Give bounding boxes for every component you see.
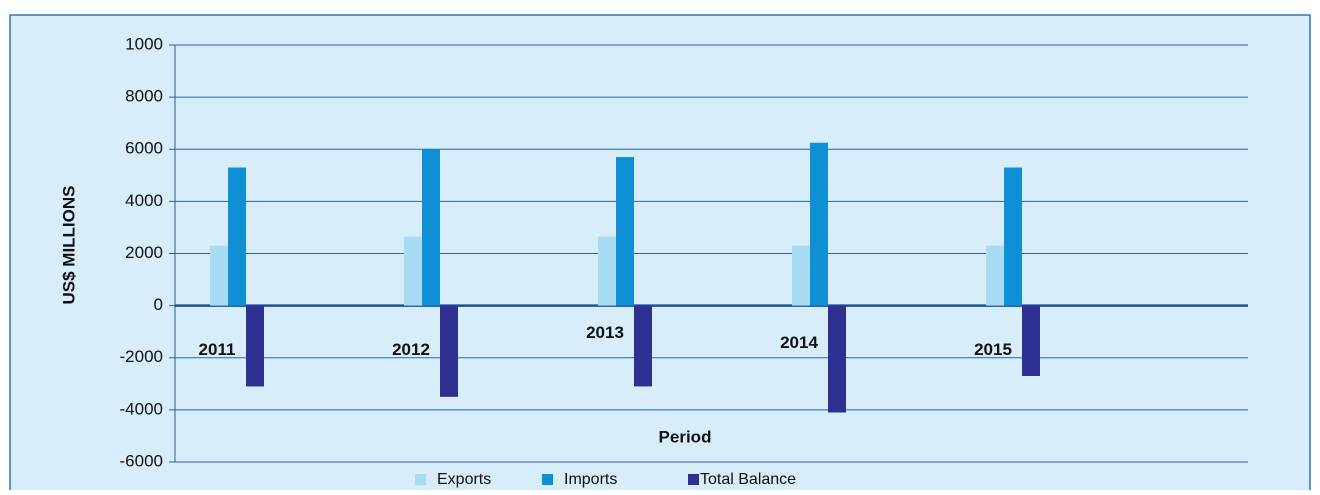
bar (1004, 167, 1022, 306)
legend-label: Exports (437, 471, 491, 488)
y-tick-label: 8000 (125, 87, 163, 106)
legend-swatch (415, 474, 426, 485)
y-tick-label: 4000 (125, 191, 163, 210)
x-tick-label: 2015 (974, 340, 1012, 359)
bar (440, 305, 458, 397)
legend-label: Imports (564, 471, 617, 488)
y-tick-label: 0 (154, 295, 163, 314)
x-tick-label: 2011 (199, 340, 236, 359)
bar (246, 305, 264, 387)
y-tick-label: 2000 (125, 243, 163, 262)
bar (598, 236, 616, 306)
bar (616, 157, 634, 306)
y-tick-label: -2000 (120, 347, 163, 366)
x-tick-label: 2013 (586, 323, 624, 342)
bar (404, 236, 422, 306)
y-tick-label: 1000 (125, 34, 163, 53)
y-tick-label: -6000 (120, 451, 163, 470)
bar (634, 305, 652, 387)
legend-label: Total Balance (700, 471, 796, 488)
bar (828, 305, 846, 413)
bar (422, 149, 440, 306)
chart-panel (9, 14, 1311, 495)
bar (810, 142, 828, 306)
bar (986, 245, 1004, 306)
bar (228, 167, 246, 306)
x-tick-label: 2014 (780, 333, 818, 352)
y-axis-label: US$ MILLIONS (59, 185, 78, 304)
x-tick-label: 2012 (392, 340, 430, 359)
bar (210, 245, 228, 306)
legend-swatch (542, 474, 553, 485)
bar (792, 245, 810, 306)
y-tick-label: -4000 (120, 399, 163, 418)
x-axis-label: Period (659, 427, 712, 446)
legend-swatch (688, 474, 699, 485)
bar (1022, 305, 1040, 376)
y-tick-label: 6000 (125, 139, 163, 158)
